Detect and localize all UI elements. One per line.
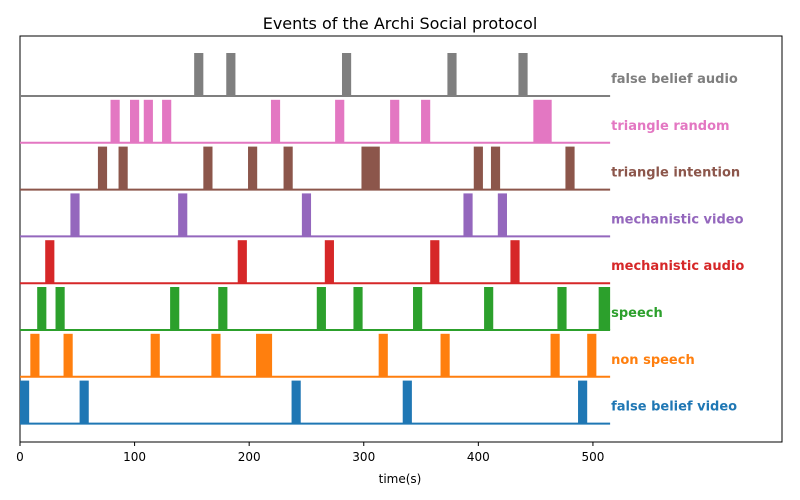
event-speech-10 [598,287,611,330]
x-tick-label-0: 0 [16,450,24,464]
event-triangle-intention-9 [565,146,575,190]
event-non-speech-2 [63,333,73,377]
event-non-speech-5 [256,333,273,377]
event-non-speech-7 [440,333,450,377]
event-false-belief-video-4 [402,380,412,424]
event-triangle-intention-7 [473,146,483,190]
event-false-belief-audio-5 [518,53,528,96]
x-tick-label-100: 100 [123,450,146,464]
event-speech-3 [170,287,180,330]
event-false-belief-video-3 [291,380,301,424]
event-mechanistic-audio-3 [324,240,334,284]
event-non-speech-1 [30,333,40,377]
x-tick-label-300: 300 [352,450,375,464]
event-speech-5 [316,287,326,330]
event-mechanistic-video-2 [178,193,188,237]
event-triangle-random-2 [130,99,140,143]
event-false-belief-video-2 [79,380,89,424]
event-non-speech-3 [150,333,160,377]
event-mechanistic-audio-5 [510,240,520,284]
event-mechanistic-video-3 [301,193,312,237]
event-triangle-intention-2 [118,146,128,190]
event-mechanistic-audio-2 [237,240,247,284]
event-triangle-intention-6 [361,146,380,190]
event-mechanistic-audio-4 [430,240,440,284]
event-triangle-random-1 [110,99,120,143]
event-false-belief-video-1 [20,380,30,424]
series-label-mechanistic-audio: mechanistic audio [611,259,744,274]
series-label-mechanistic-video: mechanistic video [611,212,744,227]
event-triangle-random-6 [335,99,345,143]
event-non-speech-6 [378,333,388,377]
event-false-belief-audio-2 [226,53,236,96]
series-triangle-intention [20,146,611,191]
series-label-triangle-intention: triangle intention [611,166,740,181]
x-tick-label-500: 500 [581,450,604,464]
series-false-belief-audio [20,53,611,97]
event-triangle-random-4 [162,99,172,143]
series-speech [20,287,611,331]
series-label-false-belief-audio: false belief audio [611,72,738,87]
series-label-speech: speech [611,306,663,321]
chart-title: Events of the Archi Social protocol [263,14,538,33]
x-axis-label: time(s) [379,472,422,486]
event-triangle-random-7 [390,99,400,143]
event-non-speech-9 [587,333,597,377]
event-false-belief-audio-1 [194,53,204,96]
event-false-belief-audio-3 [341,53,352,96]
series-label-non-speech: non speech [611,353,695,368]
series-label-triangle-random: triangle random [611,119,729,134]
event-speech-4 [218,287,228,330]
event-speech-1 [37,287,47,330]
series-triangle-random [20,99,611,144]
event-triangle-intention-8 [490,146,501,190]
event-triangle-intention-3 [203,146,213,190]
series-label-layer: false belief audio triangle random triangl… [611,72,744,415]
event-mechanistic-video-5 [497,193,507,237]
event-mechanistic-video-4 [463,193,473,237]
series-non-speech [20,333,611,378]
event-speech-7 [413,287,423,330]
event-non-speech-8 [550,333,560,377]
event-triangle-intention-5 [283,146,293,190]
plot-frame [19,35,783,443]
event-speech-8 [484,287,494,330]
series-false-belief-video [20,380,611,425]
event-speech-6 [353,287,363,330]
event-triangle-intention-4 [248,146,258,190]
event-triangle-random-3 [143,99,153,143]
event-false-belief-video-5 [578,380,588,424]
event-triangle-random-9 [533,99,552,143]
event-false-belief-audio-4 [447,53,457,96]
event-speech-2 [55,287,65,330]
series-label-false-belief-video: false belief video [611,400,737,415]
event-triangle-intention-1 [97,146,108,190]
x-axis: 0 100 200 300 400 500 [16,442,604,464]
event-non-speech-4 [211,333,221,377]
event-speech-9 [557,287,567,330]
series-mechanistic-video [20,193,611,238]
x-tick-label-200: 200 [238,450,261,464]
event-mechanistic-video-1 [70,193,80,237]
event-mechanistic-audio-1 [45,240,55,284]
event-triangle-random-5 [270,99,281,143]
series-mechanistic-audio [20,240,611,285]
x-tick-label-400: 400 [467,450,490,464]
series-layer [20,53,611,425]
event-triangle-random-8 [421,99,431,143]
